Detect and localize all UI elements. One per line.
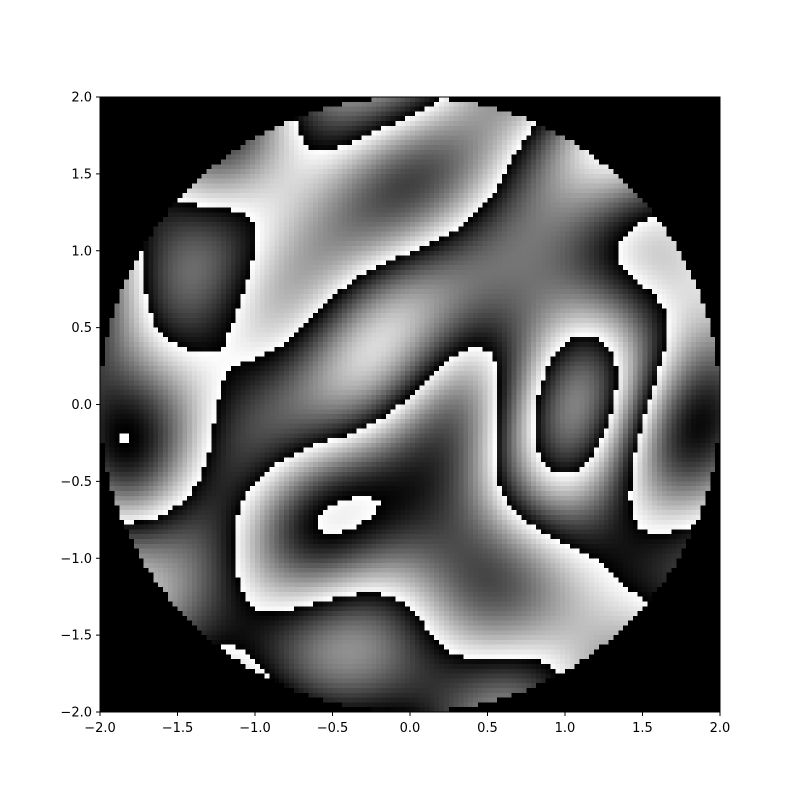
x-tick-label: 0.5 xyxy=(477,721,498,736)
y-tick-label: 1.5 xyxy=(71,167,92,182)
x-tick-label: −1.0 xyxy=(239,721,271,736)
y-axis: 2.0 1.5 1.0 0.5 0.0 −0.5 −1.0 −1.5 −2.0 xyxy=(60,91,100,721)
y-tick-label: 0.0 xyxy=(71,398,92,413)
x-tick-label: −1.5 xyxy=(162,721,194,736)
y-tick-label: −1.0 xyxy=(60,552,92,567)
y-tick-label: 0.5 xyxy=(71,321,92,336)
x-tick-label: −2.0 xyxy=(84,721,116,736)
y-tick-label: −1.5 xyxy=(60,629,92,644)
y-tick-label: 2.0 xyxy=(71,91,92,106)
y-tick-label: −0.5 xyxy=(60,475,92,490)
x-tick-label: 2.0 xyxy=(710,721,731,736)
y-tick-label: −2.0 xyxy=(60,706,92,721)
x-tick-label: 0.0 xyxy=(400,721,421,736)
x-tick-label: 1.0 xyxy=(555,721,576,736)
x-tick-label: −0.5 xyxy=(317,721,349,736)
plot-area xyxy=(99,96,721,713)
x-axis: −2.0 −1.5 −1.0 −0.5 0.0 0.5 1.0 1.5 2.0 xyxy=(84,712,730,736)
phase-field-image xyxy=(100,97,720,712)
x-tick-label: 1.5 xyxy=(632,721,653,736)
y-tick-label: 1.0 xyxy=(71,244,92,259)
